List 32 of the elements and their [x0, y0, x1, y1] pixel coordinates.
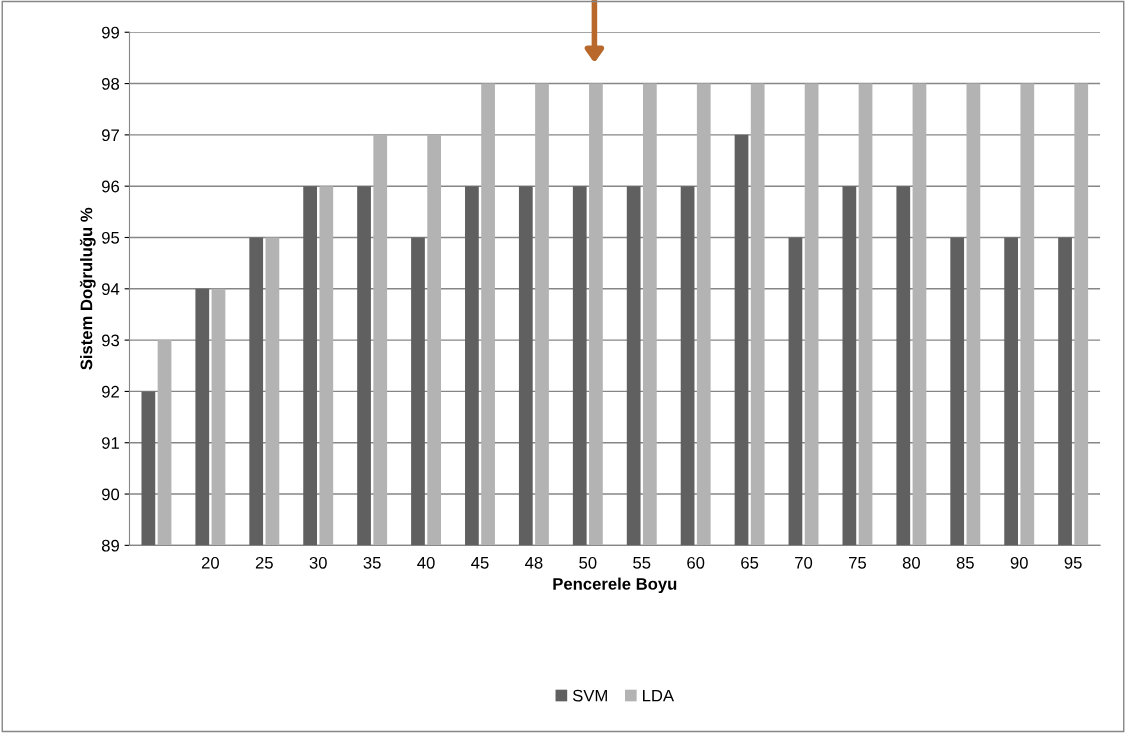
y-tick-label: 99	[102, 26, 119, 39]
x-tick-label: 95	[1064, 556, 1082, 569]
x-tick-label: 25	[255, 556, 273, 569]
x-tick-label: 80	[902, 556, 920, 569]
y-tick-label: 94	[102, 283, 120, 296]
y-tick-label: 92	[102, 385, 119, 398]
y-tick-label: 91	[102, 437, 119, 449]
y-tick-label: 97	[102, 129, 119, 142]
x-tick-label: 40	[417, 556, 435, 569]
y-tick-label: 96	[102, 180, 120, 193]
x-tick-label: 30	[309, 556, 327, 569]
x-tick-label: 55	[633, 557, 651, 569]
x-tick-label: 85	[956, 556, 974, 569]
x-tick-label: 20	[201, 556, 219, 569]
x-tick-label: 60	[687, 556, 705, 569]
x-tick-label: 35	[363, 556, 381, 569]
x-tick-label: 45	[471, 557, 489, 569]
x-tick-label: 50	[579, 556, 597, 569]
y-tick-label: 98	[102, 77, 120, 90]
x-tick-label: 90	[1010, 556, 1028, 569]
x-tick-label: 70	[795, 556, 813, 569]
legend-label: SVM	[572, 689, 607, 702]
x-tick-label: 48	[525, 556, 543, 569]
y-tick-label: 89	[101, 539, 119, 552]
y-axis-title: Sistem Doğruluğu %	[79, 207, 96, 370]
legend-label: LDA	[643, 689, 675, 702]
x-tick-label: 65	[741, 556, 759, 569]
y-tick-label: 93	[102, 334, 120, 347]
x-tick-label: 75	[849, 557, 867, 569]
x-axis-title: Pencerele Boyu	[553, 577, 677, 594]
y-tick-label: 90	[102, 488, 120, 501]
y-tick-label: 95	[102, 231, 120, 244]
